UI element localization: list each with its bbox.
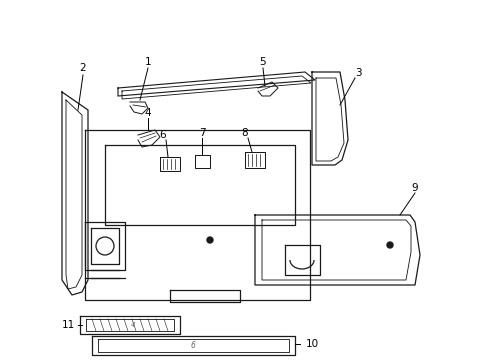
Text: 3: 3 <box>355 68 361 78</box>
Text: 6: 6 <box>191 341 196 350</box>
Circle shape <box>387 242 393 248</box>
Text: 4: 4 <box>145 108 151 118</box>
Text: 4: 4 <box>131 322 135 328</box>
Text: 6: 6 <box>160 130 166 140</box>
Text: 7: 7 <box>198 128 205 138</box>
Text: 9: 9 <box>412 183 418 193</box>
Text: 1: 1 <box>145 57 151 67</box>
Text: 2: 2 <box>80 63 86 73</box>
Text: 8: 8 <box>242 128 248 138</box>
Text: 10: 10 <box>305 339 318 349</box>
Text: 5: 5 <box>260 57 266 67</box>
Circle shape <box>207 237 213 243</box>
Text: 11: 11 <box>61 320 74 330</box>
